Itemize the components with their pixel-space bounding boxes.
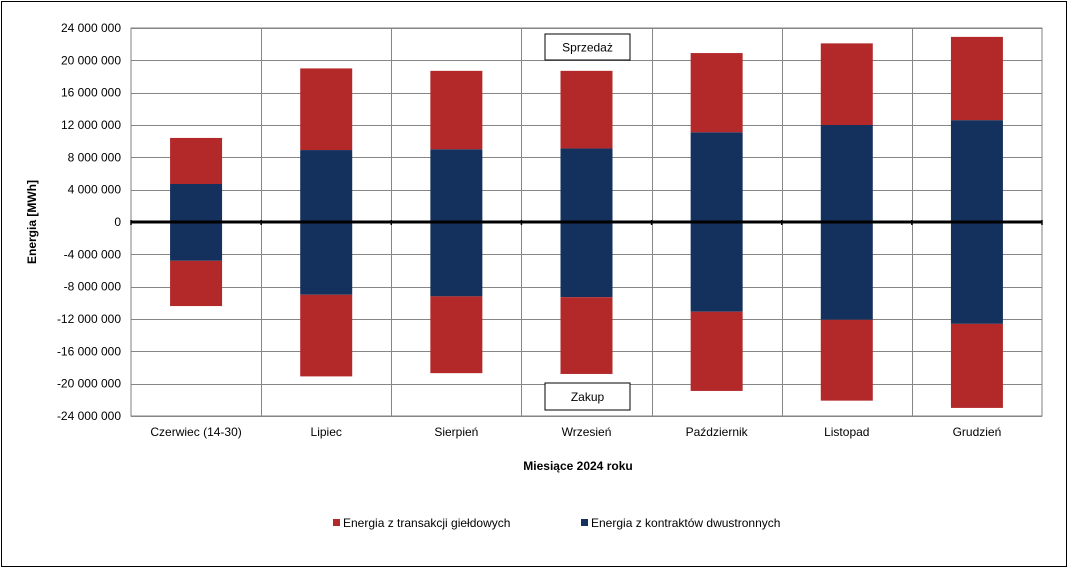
y-tick-label: -4 000 000 <box>64 247 122 261</box>
bar-sale-exchange <box>820 43 873 125</box>
y-tick-label: -8 000 000 <box>64 280 122 294</box>
annotation-sale: Sprzedaż <box>544 33 631 61</box>
legend-swatch <box>581 519 588 526</box>
bar-purchase-bilateral <box>690 222 743 312</box>
x-tick-labels: Czerwiec (14-30) Lipiec Sierpień Wrzesień Pa… <box>150 425 1001 439</box>
bar-sale-bilateral <box>820 125 873 222</box>
x-tick-label: Sierpień <box>434 425 478 439</box>
x-tick-label: Czerwiec (14-30) <box>150 425 241 439</box>
bar-purchase-exchange <box>170 260 223 307</box>
bar-sale-exchange <box>690 53 743 133</box>
bar-sale-exchange <box>560 70 613 149</box>
bar-sale-exchange <box>430 70 483 150</box>
bar-sale-exchange <box>170 137 223 185</box>
bar-purchase-bilateral <box>430 222 483 297</box>
y-tick-label: -24 000 000 <box>57 409 121 423</box>
bar-purchase-exchange <box>300 294 353 377</box>
bar-purchase-bilateral <box>170 222 223 261</box>
x-axis-label: Miesiące 2024 roku <box>523 459 632 473</box>
y-tick-label: 24 000 000 <box>61 21 121 35</box>
bar-purchase-exchange <box>560 297 613 374</box>
y-tick-label: 12 000 000 <box>61 118 121 132</box>
annotation-purchase: Zakup <box>544 382 631 411</box>
legend-swatch <box>333 519 340 526</box>
y-tick-label: -12 000 000 <box>57 312 121 326</box>
bar-purchase-bilateral <box>300 222 353 295</box>
bar-purchase-exchange <box>820 319 873 401</box>
bar-purchase-bilateral <box>560 222 613 298</box>
bar-sale-exchange <box>950 36 1003 121</box>
bar-sale-bilateral <box>300 150 353 222</box>
bar-purchase-exchange <box>690 311 743 391</box>
annotation-purchase-text: Zakup <box>571 390 605 404</box>
y-axis-label: Energia [MWh] <box>25 180 39 264</box>
x-tick-label: Lipiec <box>311 425 342 439</box>
y-tick-label: 16 000 000 <box>61 86 121 100</box>
legend-label: Energia z transakcji giełdowych <box>343 516 510 530</box>
y-tick-label: 4 000 000 <box>68 183 122 197</box>
legend-label: Energia z kontraktów dwustronnych <box>591 516 780 530</box>
bar-purchase-exchange <box>950 323 1003 408</box>
x-tick-label: Wrzesień <box>562 425 612 439</box>
y-tick-label: 8 000 000 <box>68 150 122 164</box>
legend: Energia z transakcji giełdowych Energia z… <box>333 516 780 530</box>
bar-sale-bilateral <box>170 184 223 222</box>
zero-line-ticks <box>130 220 1043 225</box>
legend-item: Energia z kontraktów dwustronnych <box>581 516 780 530</box>
y-tick-label: -20 000 000 <box>57 377 121 391</box>
x-tick-label: Grudzień <box>953 425 1002 439</box>
bar-sale-bilateral <box>950 120 1003 222</box>
bar-sale-bilateral <box>690 132 743 222</box>
y-tick-labels: 24 000 000 20 000 000 16 000 000 12 000 000… <box>57 21 121 423</box>
annotation-sale-text: Sprzedaż <box>562 41 613 55</box>
x-tick-label: Listopad <box>824 425 869 439</box>
y-tick-label: 0 <box>114 215 121 229</box>
x-tick-label: Październik <box>686 425 749 439</box>
bars <box>170 36 1003 408</box>
y-tick-label: -16 000 000 <box>57 344 121 358</box>
bar-sale-bilateral <box>430 149 483 222</box>
y-tick-label: 20 000 000 <box>61 53 121 67</box>
bar-sale-exchange <box>300 68 353 151</box>
bar-purchase-bilateral <box>820 222 873 320</box>
legend-item: Energia z transakcji giełdowych <box>333 516 510 530</box>
bar-sale-bilateral <box>560 148 613 222</box>
bar-purchase-bilateral <box>950 222 1003 324</box>
bar-purchase-exchange <box>430 296 483 374</box>
